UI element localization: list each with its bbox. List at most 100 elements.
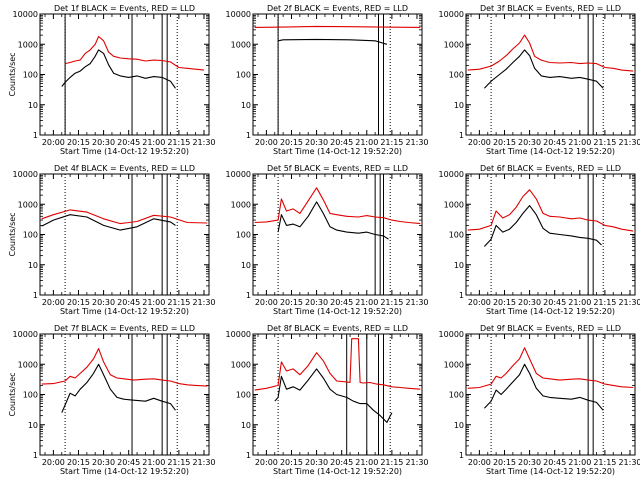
y-tick-label: 10000 [13,170,38,179]
y-tick-label: 100 [23,71,38,80]
x-tick-label: 21:00 [355,458,378,467]
y-tick-label: 10 [454,261,464,270]
chart-panel-1: Det 1f BLACK = Events, RED = LLD 1 10 100 10… [8,4,216,156]
chart-panel-9: Det 9f BLACK = Events, RED = LLD 1 10 100 10… [439,324,640,476]
y-tick-label: 100 [449,71,464,80]
y-tick-label: 1 [459,131,464,140]
y-tick-label: 10000 [13,10,38,19]
x-axis-label: Start Time (14-Oct-12 19:52:20) [273,467,402,476]
x-axis-label: Start Time (14-Oct-12 19:52:20) [486,307,615,316]
x-axis-label: Start Time (14-Oct-12 19:52:20) [60,147,189,156]
x-tick-label: 21:00 [142,458,165,467]
series-line-black [61,49,176,89]
y-tick-label: 10000 [439,170,464,179]
y-tick-label: 1 [246,131,251,140]
x-tick-label: 21:00 [142,298,165,307]
series-line-black [483,205,602,247]
x-tick-label: 20:00 [42,458,65,467]
chart-title: Det 6f BLACK = Events, RED = LLD [480,164,621,173]
series-line-red [254,25,421,28]
y-tick-label: 10 [454,101,464,110]
series-line-black [277,201,389,240]
y-tick-label: 1000 [231,360,251,369]
x-tick-label: 20:45 [117,298,140,307]
x-tick-label: 20:45 [543,138,566,147]
x-tick-label: 20:00 [42,138,65,147]
chart-panel-3: Det 3f BLACK = Events, RED = LLD 1 10 100 10… [439,4,640,156]
x-tick-label: 20:15 [280,138,303,147]
x-tick-label: 21:30 [192,298,215,307]
x-axis-label: Start Time (14-Oct-12 19:52:20) [486,467,615,476]
x-tick-label: 21:15 [593,458,616,467]
series-line-black [61,363,176,413]
x-tick-label: 20:30 [305,298,328,307]
x-tick-label: 20:00 [255,458,278,467]
x-axis-label: Start Time (14-Oct-12 19:52:20) [60,467,189,476]
x-tick-label: 20:00 [468,298,491,307]
x-tick-label: 21:15 [593,298,616,307]
y-tick-label: 10000 [226,170,251,179]
x-tick-label: 20:00 [42,298,65,307]
y-tick-label: 1000 [231,200,251,209]
x-tick-label: 21:00 [568,138,591,147]
y-tick-label: 1000 [231,40,251,49]
chart-panel-6: Det 6f BLACK = Events, RED = LLD 1 10 100 10… [439,164,640,316]
chart-panel-8: Det 8f BLACK = Events, RED = LLD 1 10 100 10… [226,324,429,476]
series-line-red [41,209,208,225]
x-axis-label: Start Time (14-Oct-12 19:52:20) [273,147,402,156]
x-tick-label: 21:15 [380,138,403,147]
chart-title: Det 3f BLACK = Events, RED = LLD [480,4,621,13]
x-tick-label: 21:15 [167,298,190,307]
x-tick-label: 21:30 [192,458,215,467]
chart-title: Det 1f BLACK = Events, RED = LLD [54,4,195,13]
y-tick-label: 1000 [444,40,464,49]
x-tick-label: 20:30 [92,138,115,147]
y-tick-label: 100 [449,231,464,240]
y-tick-label: 10 [28,261,38,270]
x-tick-label: 20:00 [255,298,278,307]
x-tick-label: 20:45 [330,458,353,467]
x-axis-label: Start Time (14-Oct-12 19:52:20) [60,307,189,316]
y-tick-label: 100 [236,231,251,240]
chart-title: Det 8f BLACK = Events, RED = LLD [267,324,408,333]
y-axis-label: Counts/sec [8,52,17,96]
series-line-black [274,368,393,423]
y-axis-label: Counts/sec [8,372,17,416]
series-line-red [41,348,208,387]
x-tick-label: 20:15 [493,458,516,467]
x-tick-label: 21:15 [380,458,403,467]
y-tick-label: 1000 [18,360,38,369]
y-tick-label: 1 [246,291,251,300]
x-tick-label: 21:15 [167,138,190,147]
x-tick-label: 21:30 [618,138,640,147]
y-tick-label: 10 [454,421,464,430]
chart-title: Det 9f BLACK = Events, RED = LLD [480,324,621,333]
x-tick-label: 21:00 [142,138,165,147]
x-tick-label: 20:30 [518,138,541,147]
x-tick-label: 20:15 [67,138,90,147]
x-axis-label: Start Time (14-Oct-12 19:52:20) [273,307,402,316]
x-tick-label: 20:30 [305,458,328,467]
series-line-black [483,363,604,411]
series-line-black [277,38,388,45]
y-axis-label: Counts/sec [8,212,17,256]
x-tick-label: 21:30 [618,458,640,467]
y-tick-label: 100 [236,71,251,80]
series-line-red [467,347,634,389]
x-tick-label: 20:15 [67,458,90,467]
x-tick-label: 21:30 [192,138,215,147]
x-tick-label: 20:15 [280,298,303,307]
x-tick-label: 20:00 [468,458,491,467]
y-tick-label: 1 [459,451,464,460]
y-tick-label: 1 [246,451,251,460]
y-tick-label: 100 [23,231,38,240]
chart-title: Det 5f BLACK = Events, RED = LLD [267,164,408,173]
chart-panel-2: Det 2f BLACK = Events, RED = LLD 1 10 100 10… [226,4,429,156]
x-tick-label: 21:00 [568,298,591,307]
x-tick-label: 21:15 [593,138,616,147]
x-tick-label: 21:30 [405,138,428,147]
x-tick-label: 21:00 [568,458,591,467]
x-tick-label: 20:15 [493,138,516,147]
series-line-red [254,187,421,225]
y-tick-label: 1 [459,291,464,300]
